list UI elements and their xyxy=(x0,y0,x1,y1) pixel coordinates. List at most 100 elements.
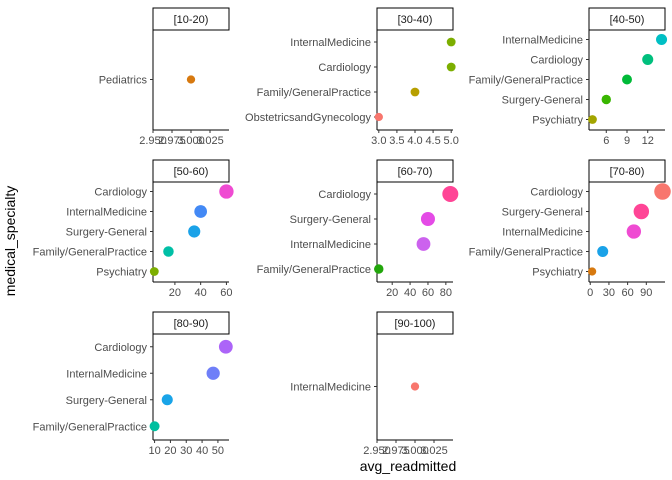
data-point xyxy=(219,184,234,199)
x-tick-label: 20 xyxy=(169,287,181,299)
data-point xyxy=(446,37,456,47)
facet-panel: [40-50) Psychiatry Surgery-General Family/G… xyxy=(469,7,668,147)
facet-panel: [80-90) Family/GeneralPractice Surgery-Gen… xyxy=(33,311,233,457)
y-tick-label: InternalMedicine xyxy=(502,227,583,239)
x-tick-label: 12 xyxy=(642,135,654,147)
y-tick-label: InternalMedicine xyxy=(290,239,371,251)
x-tick-label: 2.950 xyxy=(363,445,391,457)
facet-strip xyxy=(588,7,666,31)
x-tick-label: 10 xyxy=(148,445,160,457)
data-point xyxy=(161,394,173,406)
facet-strip xyxy=(152,311,230,335)
y-tick-label: Surgery-General xyxy=(66,395,147,407)
facet-strip xyxy=(588,159,666,183)
y-tick-label: Surgery-General xyxy=(502,207,583,219)
facet-strip xyxy=(376,7,454,31)
x-tick-label: 4.0 xyxy=(407,135,422,147)
x-axis-title: avg_readmitted xyxy=(360,458,457,474)
data-point xyxy=(194,205,208,218)
facet-strip-label: [50-60) xyxy=(174,166,209,178)
data-point xyxy=(642,53,654,66)
x-tick-label: 2.950 xyxy=(139,135,167,147)
data-point xyxy=(420,211,435,227)
data-point xyxy=(654,183,671,200)
facet-panel: [50-60) Psychiatry Family/GeneralPractice S… xyxy=(33,159,234,299)
y-tick-label: Family/GeneralPractice xyxy=(257,264,371,276)
y-tick-label: InternalMedicine xyxy=(66,207,147,219)
x-tick-label: 3.5 xyxy=(389,135,404,147)
facet-strip xyxy=(152,159,230,183)
data-point xyxy=(149,421,160,432)
data-point xyxy=(410,382,420,391)
y-tick-label: Psychiatry xyxy=(96,267,147,279)
facet-strip-label: [30-40) xyxy=(398,14,433,26)
data-point xyxy=(597,245,609,258)
data-point xyxy=(588,115,597,124)
y-tick-label: InternalMedicine xyxy=(290,382,371,394)
data-point xyxy=(446,62,456,72)
y-tick-label: Family/GeneralPractice xyxy=(33,421,147,433)
x-tick-label: 60 xyxy=(621,287,633,299)
x-tick-label: 20 xyxy=(164,445,176,457)
data-point xyxy=(442,186,459,202)
data-point xyxy=(633,203,650,220)
x-tick-label: 90 xyxy=(640,287,652,299)
y-tick-label: Family/GeneralPractice xyxy=(33,247,147,259)
x-tick-label: 40 xyxy=(195,287,207,299)
facet-strip-label: [70-80) xyxy=(610,166,645,178)
y-tick-label: Psychiatry xyxy=(532,115,583,127)
y-tick-label: Cardiology xyxy=(318,189,371,201)
y-tick-label: Cardiology xyxy=(530,187,583,199)
y-tick-label: Pediatrics xyxy=(99,75,148,87)
y-tick-label: Surgery-General xyxy=(66,227,147,239)
x-tick-label: 6 xyxy=(603,135,609,147)
x-tick-label: 3.000 xyxy=(401,445,429,457)
facet-strip-label: [90-100) xyxy=(395,318,436,330)
data-point xyxy=(374,112,383,122)
y-tick-label: Cardiology xyxy=(94,187,147,199)
facet-strip-label: [60-70) xyxy=(398,166,433,178)
data-point xyxy=(218,339,233,354)
facet-strip xyxy=(376,311,454,335)
y-tick-label: InternalMedicine xyxy=(502,35,583,47)
facet-strip-label: [10-20) xyxy=(174,14,209,26)
facet-panel: [30-40) ObstetricsandGynecology Family/Gen… xyxy=(245,7,459,147)
data-point xyxy=(206,366,220,380)
x-tick-label: 2.975 xyxy=(382,445,410,457)
data-point xyxy=(410,87,420,97)
y-tick-label: Family/GeneralPractice xyxy=(469,247,583,259)
x-tick-label: 2.975 xyxy=(158,135,186,147)
facet-strip-label: [40-50) xyxy=(610,14,645,26)
x-tick-label: 4.5 xyxy=(425,135,440,147)
x-tick-label: 80 xyxy=(440,287,452,299)
x-tick-label: 30 xyxy=(603,287,615,299)
facet-strip xyxy=(152,7,230,31)
y-tick-label: InternalMedicine xyxy=(290,37,371,49)
data-point xyxy=(622,74,632,85)
y-tick-label: Cardiology xyxy=(94,342,147,354)
x-tick-label: 40 xyxy=(404,287,416,299)
y-tick-label: InternalMedicine xyxy=(66,368,147,380)
data-point xyxy=(149,267,159,276)
data-point xyxy=(626,224,642,239)
data-point xyxy=(188,225,201,238)
y-tick-label: Surgery-General xyxy=(290,214,371,226)
data-point xyxy=(601,94,611,105)
data-point xyxy=(587,267,597,276)
x-tick-label: 3.025 xyxy=(420,445,448,457)
x-tick-label: 3.000 xyxy=(177,135,205,147)
y-tick-label: Cardiology xyxy=(318,62,371,74)
y-tick-label: Psychiatry xyxy=(532,267,583,279)
x-tick-label: 50 xyxy=(212,445,224,457)
x-tick-label: 5.0 xyxy=(444,135,459,147)
data-point xyxy=(186,75,196,84)
facet-panels: [10-20)Pediatrics2.9502.9753.0003.025[30… xyxy=(33,7,671,457)
y-tick-label: Family/GeneralPractice xyxy=(257,87,371,99)
y-tick-label: Cardiology xyxy=(530,55,583,67)
x-tick-label: 60 xyxy=(220,287,232,299)
facet-panel: [60-70) Family/GeneralPractice InternalMed… xyxy=(257,159,459,299)
x-tick-label: 60 xyxy=(422,287,434,299)
x-tick-label: 0 xyxy=(587,287,593,299)
